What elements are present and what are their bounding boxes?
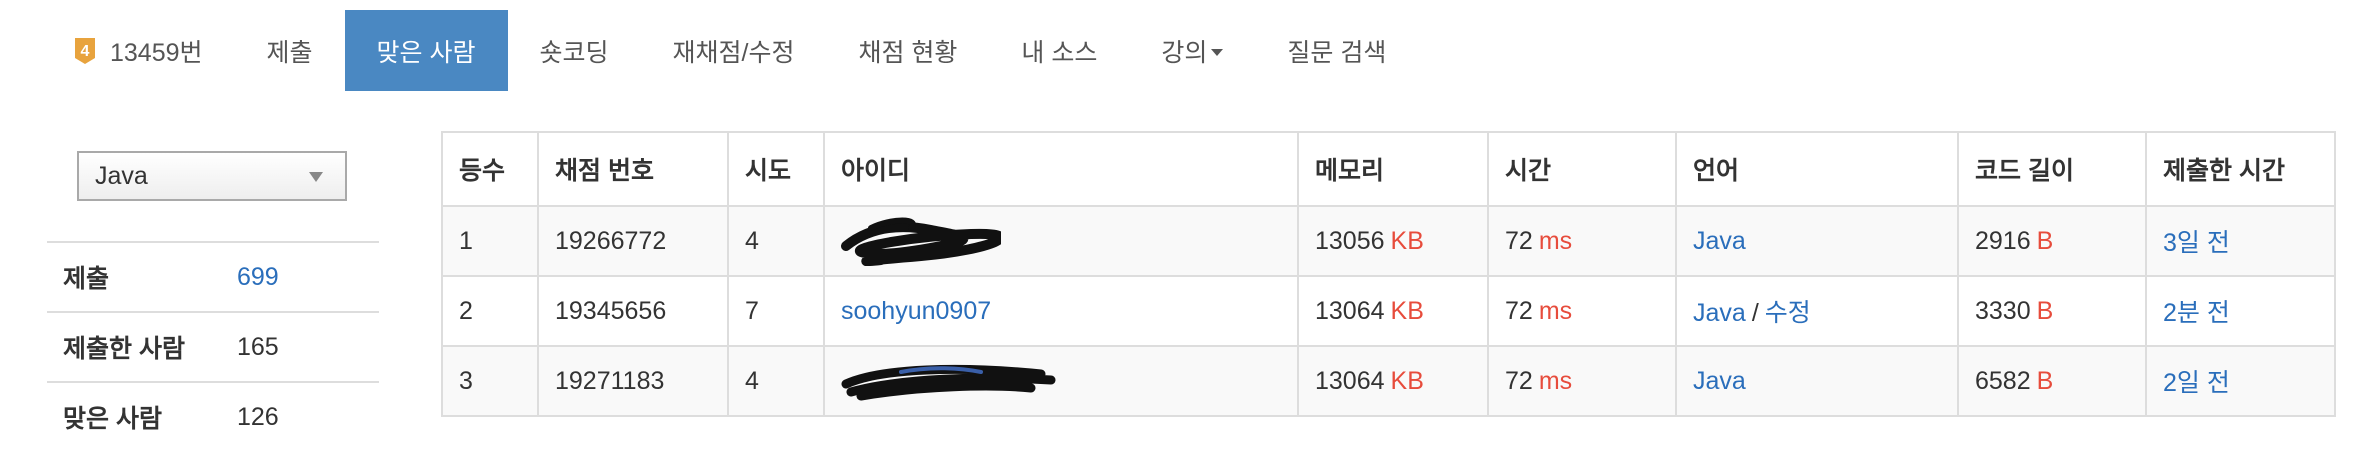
time-unit: ms [1538,366,1573,395]
nav-question-search[interactable]: 질문 검색 [1287,38,1387,67]
header-submission-id: 채점 번호 [537,131,729,207]
nav-rejudge[interactable]: 재채점/수정 [672,38,795,67]
memory-unit: KB [1390,296,1424,325]
cell-language: Java [1675,345,1959,417]
cell-user-id [823,345,1299,417]
time-unit: ms [1538,226,1573,255]
memory-value: 13056 [1315,226,1385,255]
header-tries: 시도 [727,131,825,207]
header-time: 시간 [1487,131,1677,207]
stat-value: 126 [237,402,279,431]
header-rank: 등수 [441,131,539,207]
cell-memory: 13064 KB [1297,275,1489,347]
nav-my-source[interactable]: 내 소스 [1021,38,1098,67]
ranking-table: 등수 채점 번호 시도 아이디 메모리 시간 언어 코드 길이 제출한 시간 1… [441,131,2336,417]
redacted-scribble [841,364,1056,401]
memory-value: 13064 [1315,366,1385,395]
cell-tries: 7 [727,275,825,347]
cell-tries: 4 [727,205,825,277]
nav-lecture-label: 강의 [1161,38,1208,67]
stat-value-link[interactable]: 699 [237,262,279,291]
nav-submit[interactable]: 제출 [266,38,313,67]
nav-judge-status[interactable]: 채점 현황 [858,38,958,67]
cell-code-length: 2916 B [1957,205,2147,277]
cell-code-length: 3330 B [1957,275,2147,347]
stat-label: 맞은 사람 [63,405,162,433]
nav-problem-link[interactable]: 4 13459번 [60,10,235,91]
submitted-time-link[interactable]: 2분 전 [2163,299,2230,327]
table-header-row: 등수 채점 번호 시도 아이디 메모리 시간 언어 코드 길이 제출한 시간 [441,131,2336,207]
nav-correct-users[interactable]: 맞은 사람 [344,10,508,91]
cell-submission-id: 19271183 [537,345,729,417]
nav-short-coding[interactable]: 숏코딩 [539,38,609,67]
time-value: 72 [1505,226,1533,255]
cell-tries: 4 [727,345,825,417]
submitted-time-link[interactable]: 3일 전 [2163,229,2230,257]
language-select-value: Java [95,161,148,190]
header-memory: 메모리 [1297,131,1489,207]
language-select[interactable]: Java [77,151,347,201]
code-length-unit: B [2036,366,2054,395]
edit-link[interactable]: 수정 [1764,299,1811,327]
stat-label: 제출한 사람 [63,335,185,363]
language-link[interactable]: Java [1693,299,1746,327]
header-code-length: 코드 길이 [1957,131,2147,207]
header-language: 언어 [1675,131,1959,207]
submitted-time-link[interactable]: 2일 전 [2163,369,2230,397]
stat-row-submitters: 제출한 사람 165 [47,311,379,381]
cell-rank: 3 [441,345,539,417]
cell-submission-id: 19345656 [537,275,729,347]
cell-time: 72 ms [1487,345,1677,417]
redacted-scribble [841,217,1001,266]
cell-time: 72 ms [1487,275,1677,347]
code-length-value: 6582 [1975,366,2031,395]
table-row: 1 19266772 4 13056 KB 72 ms Java 2916 B 3일 … [441,205,2336,277]
cell-submitted-time: 2분 전 [2145,275,2336,347]
cell-submission-id: 19266772 [537,205,729,277]
stat-row-submissions: 제출 699 [47,241,379,311]
cell-language: Java [1675,205,1959,277]
language-link[interactable]: Java [1693,226,1746,255]
language-link[interactable]: Java [1693,366,1746,395]
memory-unit: KB [1390,226,1424,255]
cell-memory: 13064 KB [1297,345,1489,417]
table-row: 2 19345656 7 soohyun0907 13064 KB 72 ms Ja… [441,275,2336,347]
time-unit: ms [1538,296,1573,325]
header-submitted-time: 제출한 시간 [2145,131,2336,207]
stat-value: 165 [237,332,279,361]
cell-memory: 13056 KB [1297,205,1489,277]
cell-user-id [823,205,1299,277]
code-length-unit: B [2036,296,2054,325]
stats-table: 제출 699 제출한 사람 165 맞은 사람 126 [47,241,379,451]
stat-label: 제출 [63,265,110,293]
memory-value: 13064 [1315,296,1385,325]
cell-submitted-time: 3일 전 [2145,205,2336,277]
problem-nav: 4 13459번 제출 맞은 사람 숏코딩 재채점/수정 채점 현황 내 소스 … [60,10,1418,91]
tier-badge-icon: 4 [74,37,96,65]
nav-lecture-dropdown[interactable]: 강의 [1129,10,1255,91]
code-length-value: 2916 [1975,226,2031,255]
cell-submitted-time: 2일 전 [2145,345,2336,417]
cell-rank: 2 [441,275,539,347]
code-length-unit: B [2036,226,2054,255]
nav-problem-number: 13459번 [110,38,203,67]
cell-language: Java / 수정 [1675,275,1959,347]
cell-code-length: 6582 B [1957,345,2147,417]
time-value: 72 [1505,366,1533,395]
user-id-link[interactable]: soohyun0907 [841,296,992,325]
memory-unit: KB [1390,366,1424,395]
cell-user-id: soohyun0907 [823,275,1299,347]
cell-rank: 1 [441,205,539,277]
code-length-value: 3330 [1975,296,2031,325]
table-row: 3 19271183 4 13064 KB 72 ms Java 6582 B 2일 … [441,345,2336,417]
svg-text:4: 4 [81,43,90,60]
cell-time: 72 ms [1487,205,1677,277]
dropdown-arrow-icon [309,172,323,182]
header-user-id: 아이디 [823,131,1299,207]
stat-row-correct: 맞은 사람 126 [47,381,379,451]
separator: / [1751,299,1759,327]
caret-down-icon [1211,48,1224,56]
time-value: 72 [1505,296,1533,325]
